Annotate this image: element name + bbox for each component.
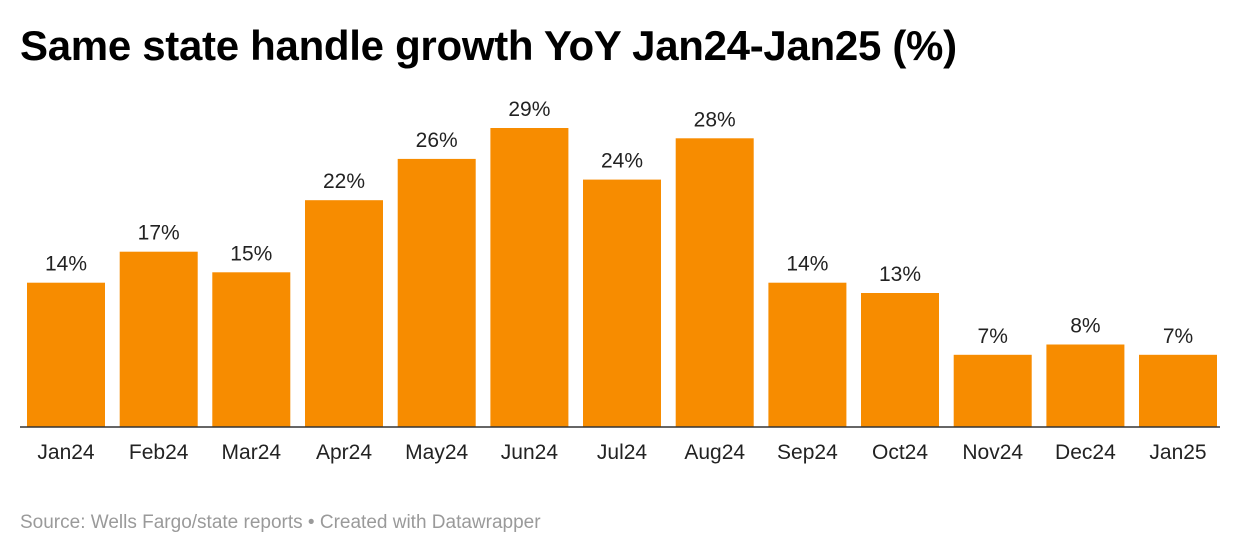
x-tick-jun24: Jun24 (501, 441, 559, 464)
value-label-dec24: 8% (1070, 315, 1100, 338)
x-tick-may24: May24 (405, 441, 468, 464)
x-tick-apr24: Apr24 (316, 441, 372, 464)
x-tick-oct24: Oct24 (872, 441, 928, 464)
x-tick-mar24: Mar24 (222, 441, 282, 464)
bar-jan25 (1139, 354, 1217, 427)
bar-apr24 (305, 200, 383, 427)
bar-oct24 (861, 293, 939, 427)
bar-nov24 (953, 354, 1032, 427)
value-label-mar24: 15% (230, 242, 272, 265)
value-labels-layer: 14% 17% 15% 22% 26% 29% 24% 28% 14% 13% 7% 8% 7% (45, 98, 1193, 348)
bar-chart: 14% 17% 15% 22% 26% 29% 24% 28% 14% 13% 7% 8% 7% Jan… (20, 98, 1220, 464)
bar-jul24 (583, 179, 661, 427)
x-tick-nov24: Nov24 (962, 441, 1023, 464)
value-label-feb24: 17% (138, 222, 180, 245)
x-tick-aug24: Aug24 (684, 441, 745, 464)
bar-may24 (397, 158, 476, 427)
x-tick-sep24: Sep24 (777, 441, 838, 464)
bar-sep24 (768, 282, 847, 427)
x-tick-feb24: Feb24 (129, 441, 189, 464)
bar-feb24 (119, 251, 198, 427)
value-label-jul24: 24% (601, 150, 643, 173)
value-label-jun24: 29% (508, 98, 550, 121)
x-tick-dec24: Dec24 (1055, 441, 1116, 464)
bar-aug24 (675, 138, 754, 428)
bars-layer (27, 128, 1217, 428)
bar-mar24 (212, 272, 291, 427)
value-label-jan24: 14% (45, 253, 87, 276)
value-label-oct24: 13% (879, 263, 921, 286)
bar-jan24 (27, 282, 105, 427)
x-tick-jan25: Jan25 (1149, 441, 1206, 464)
value-label-may24: 26% (416, 129, 458, 152)
value-label-jan25: 7% (1163, 325, 1193, 348)
source-note: Source: Wells Fargo/state reports • Crea… (20, 512, 541, 533)
x-tick-labels-layer: Jan24 Feb24 Mar24 Apr24 May24 Jun24 Jul24 Aug24… (37, 441, 1206, 464)
bar-jun24 (490, 128, 569, 427)
x-tick-jul24: Jul24 (597, 441, 648, 464)
x-tick-jan24: Jan24 (37, 441, 95, 464)
chart-title: Same state handle growth YoY Jan24-Jan25… (20, 22, 957, 69)
bar-dec24 (1046, 344, 1125, 427)
value-label-aug24: 28% (694, 108, 736, 131)
value-label-sep24: 14% (786, 253, 828, 276)
value-label-nov24: 7% (978, 325, 1008, 348)
value-label-apr24: 22% (323, 170, 365, 193)
